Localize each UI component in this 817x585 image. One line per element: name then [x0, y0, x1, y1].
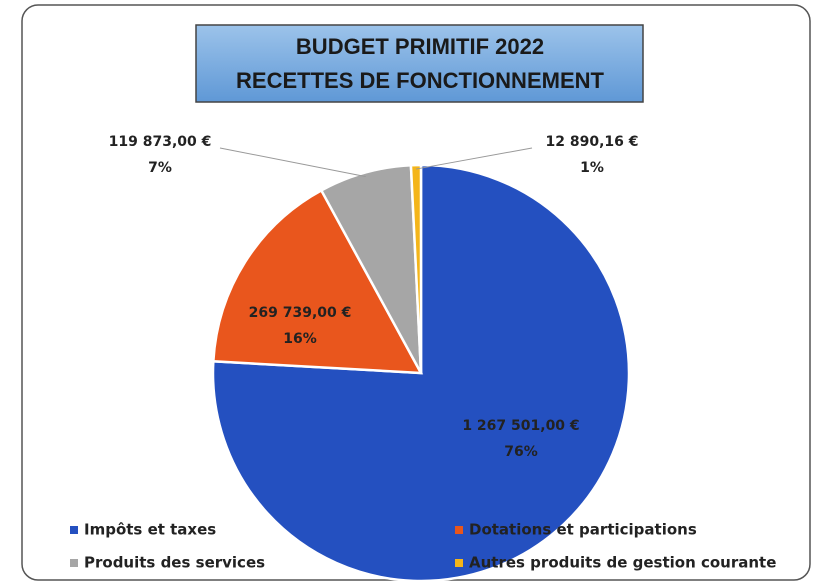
value-label: 119 873,00 € — [109, 134, 212, 150]
legend-marker — [455, 559, 463, 567]
value-label: 269 739,00 € — [249, 305, 352, 321]
leader-line — [415, 147, 533, 170]
pie-slice — [212, 188, 424, 375]
pie-slice — [409, 163, 423, 374]
percent-label: 1% — [580, 160, 604, 176]
value-label: 12 890,16 € — [546, 134, 639, 150]
chart-subtitle: RECETTES DE FONCTIONNEMENT — [236, 68, 604, 93]
chart-title: BUDGET PRIMITIF 2022 — [296, 34, 544, 59]
percent-label: 76% — [504, 444, 538, 460]
value-label: 1 267 501,00 € — [462, 418, 579, 434]
legend-label: Autres produits de gestion courante — [469, 554, 776, 572]
pie-slice — [211, 163, 631, 583]
legend-label: Produits des services — [84, 554, 265, 572]
percent-label: 16% — [283, 331, 317, 347]
legend-label: Impôts et taxes — [84, 521, 216, 539]
legend-marker — [455, 526, 463, 534]
legend-marker — [70, 559, 78, 567]
percent-label: 7% — [148, 160, 172, 176]
title-box — [195, 24, 644, 103]
leader-line — [219, 147, 366, 178]
legend-marker — [70, 526, 78, 534]
legend-label: Dotations et participations — [469, 521, 697, 539]
